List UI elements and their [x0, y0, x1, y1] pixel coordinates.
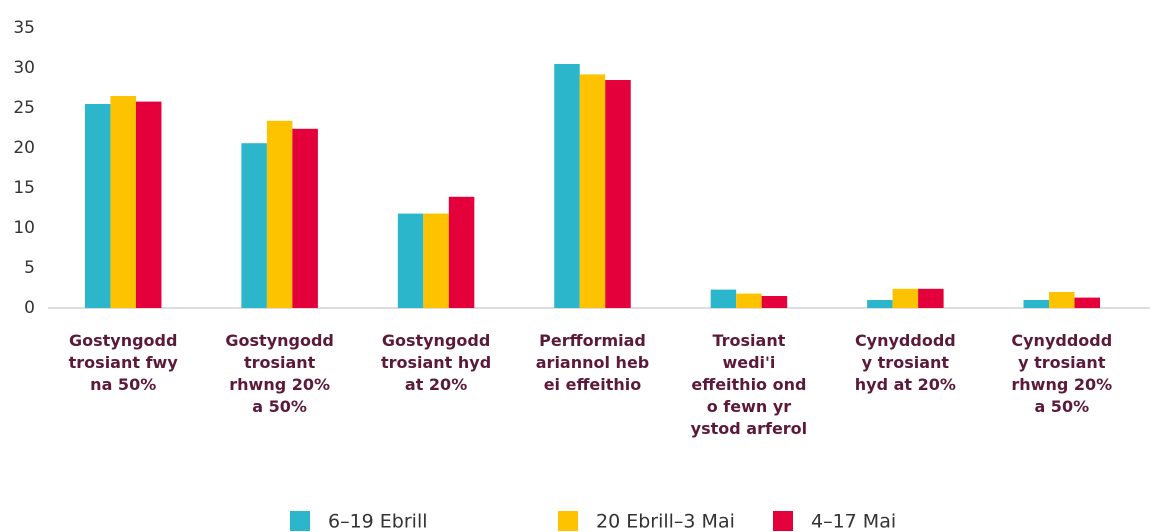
bar [892, 288, 919, 308]
bar [110, 96, 136, 308]
legend-label: 4–17 Mai [811, 511, 896, 532]
legend-swatch [290, 511, 310, 531]
x-tick-label: Perfformiad ariannol heb ei effeithio [535, 331, 650, 394]
x-tick-label: Gostyngodd trosiant fwy na 50% [68, 331, 178, 394]
bar [241, 143, 267, 308]
x-tick-label: Trosiant wedi'i effeithio ond o fewn yr … [690, 331, 808, 438]
y-tick-label: 0 [24, 298, 35, 318]
legend-swatch [558, 511, 578, 531]
x-tick-label: Cynyddodd y trosiant rhwng 20% a 50% [1011, 331, 1113, 416]
x-tick-label: Cynyddodd y trosiant hyd at 20% [854, 331, 956, 394]
y-tick-label: 35 [13, 18, 35, 38]
bar [918, 288, 944, 308]
y-tick-label: 20 [13, 138, 35, 158]
bar [397, 213, 424, 308]
y-tick-label: 10 [13, 218, 35, 238]
bar [867, 300, 893, 308]
bar [1074, 297, 1101, 308]
bar [761, 296, 788, 308]
bar [266, 120, 293, 308]
bar [1049, 292, 1075, 308]
x-tick-label: Gostyngodd trosiant rhwng 20% a 50% [225, 331, 334, 416]
legend-label: 6–19 Ebrill [328, 511, 428, 532]
bar [1023, 300, 1050, 308]
bar [292, 128, 318, 308]
bar [579, 74, 606, 309]
y-tick-label: 30 [13, 58, 35, 78]
x-tick-label: Gostyngodd trosiant hyd at 20% [380, 331, 492, 394]
bar [448, 196, 475, 308]
bar [605, 80, 631, 308]
y-tick-label: 25 [13, 98, 35, 118]
bar [554, 64, 580, 308]
y-tick-label: 5 [24, 258, 35, 278]
bar [710, 289, 737, 308]
bar [423, 213, 449, 308]
legend-swatch [773, 511, 793, 531]
legend-label: 20 Ebrill–3 Mai [596, 511, 735, 532]
bar [736, 293, 762, 308]
y-tick-label: 15 [13, 178, 35, 198]
bar [84, 104, 111, 308]
bar [135, 101, 162, 308]
